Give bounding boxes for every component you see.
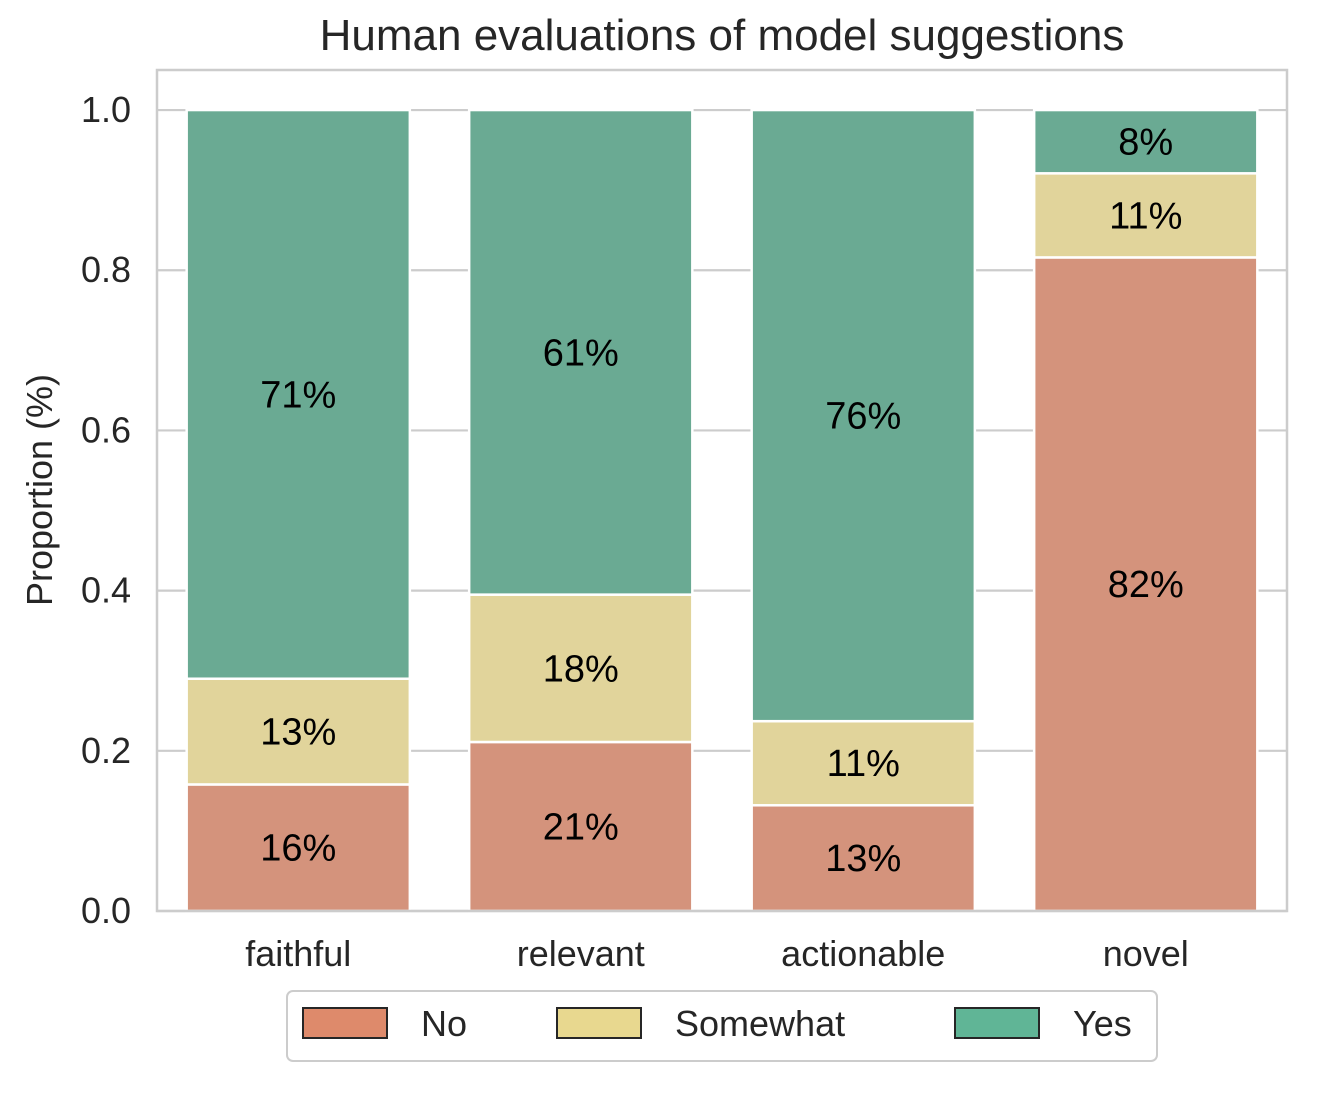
legend-swatch-no <box>302 1007 388 1039</box>
bar-actionable-yes <box>750 108 977 723</box>
data-label-actionable-yes: 76% <box>825 396 901 438</box>
y-tick-label: 0.2 <box>81 730 131 771</box>
legend-frame <box>286 990 1158 1062</box>
bar-relevant-yes <box>467 108 694 596</box>
plot-area-frame <box>155 68 1289 913</box>
y-tick-label: 0.8 <box>81 249 131 290</box>
x-tick-label-relevant: relevant <box>517 933 645 974</box>
bars <box>185 108 1259 913</box>
data-label-relevant-somewhat: 18% <box>543 648 619 690</box>
bar-novel-no <box>1032 256 1259 913</box>
segment-labels: 16% 13% 71% 21% 18% 61% 13% 11% 76% 82% 11% 8% <box>260 122 1184 880</box>
y-tick-label: 1.0 <box>81 89 131 130</box>
bar-novel-yes <box>1032 108 1259 175</box>
legend-label-yes: Yes <box>1073 1003 1132 1044</box>
bar-faithful-yes <box>185 108 412 680</box>
y-tick-label: 0.4 <box>81 570 131 611</box>
bar-actionable-somewhat <box>750 719 977 807</box>
y-tick-label: 0.0 <box>81 890 131 931</box>
y-axis-label: Proportion (%) <box>19 374 60 606</box>
chart-title: Human evaluations of model suggestions <box>320 11 1125 60</box>
data-label-actionable-no: 13% <box>825 838 901 880</box>
x-axis-ticks: faithful relevant actionable novel <box>245 933 1189 974</box>
data-label-relevant-yes: 61% <box>543 332 619 374</box>
legend-swatch-somewhat <box>556 1007 642 1039</box>
bar-actionable-no <box>750 804 977 913</box>
data-label-novel-somewhat: 11% <box>1109 195 1182 237</box>
data-label-faithful-no: 16% <box>260 828 336 870</box>
data-label-novel-yes: 8% <box>1118 122 1173 164</box>
data-label-faithful-yes: 71% <box>260 374 336 416</box>
bar-novel-somewhat <box>1032 172 1259 259</box>
x-tick-label-actionable: actionable <box>781 933 945 974</box>
legend-label-no: No <box>421 1003 467 1044</box>
y-tick-label: 0.6 <box>81 409 131 450</box>
y-axis-ticks: 0.0 0.2 0.4 0.6 0.8 1.0 <box>81 89 131 931</box>
legend: No Somewhat Yes <box>286 990 1158 1062</box>
data-label-faithful-somewhat: 13% <box>260 712 336 754</box>
data-label-actionable-somewhat: 11% <box>827 743 900 785</box>
x-tick-label-novel: novel <box>1103 933 1189 974</box>
bar-relevant-somewhat <box>467 593 694 744</box>
bar-faithful-somewhat <box>185 677 412 786</box>
legend-label-somewhat: Somewhat <box>675 1003 845 1044</box>
data-label-relevant-no: 21% <box>543 806 619 848</box>
legend-swatch-yes <box>954 1007 1040 1039</box>
data-label-novel-no: 82% <box>1108 564 1184 606</box>
x-tick-label-faithful: faithful <box>245 933 351 974</box>
